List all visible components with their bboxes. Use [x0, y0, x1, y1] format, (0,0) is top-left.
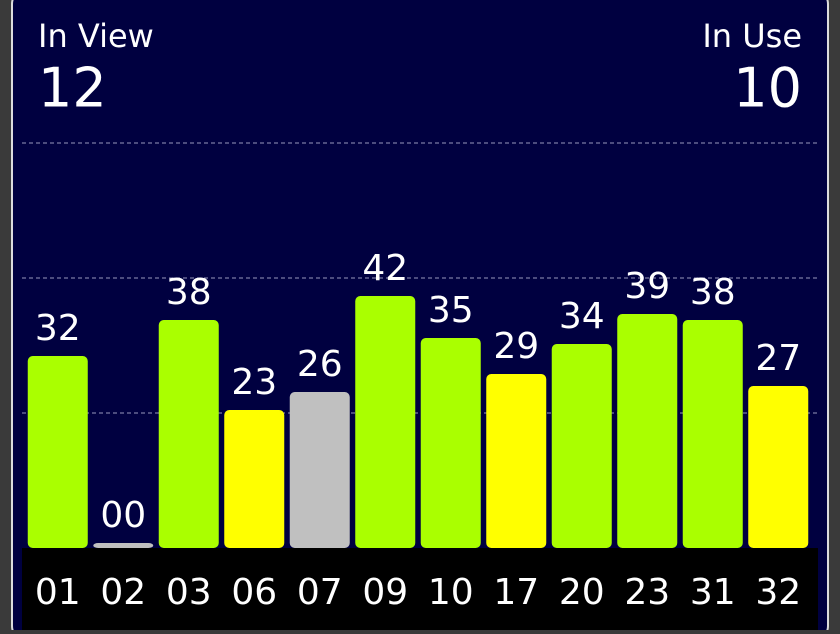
- bar: [158, 320, 219, 548]
- value-label: 35: [428, 290, 474, 331]
- value-label: 29: [493, 326, 539, 367]
- value-label: 26: [297, 344, 343, 385]
- x-tick-label: 32: [755, 572, 801, 613]
- bar: [355, 296, 416, 548]
- x-tick-label: 31: [690, 572, 736, 613]
- bar: [27, 356, 88, 548]
- bar: [93, 543, 154, 548]
- x-tick-label: 20: [559, 572, 605, 613]
- value-label: 39: [624, 266, 670, 307]
- value-label: 34: [559, 296, 605, 337]
- label-strip: [22, 548, 818, 630]
- bar: [420, 338, 481, 548]
- bar: [617, 314, 678, 548]
- x-tick-label: 17: [493, 572, 539, 613]
- x-tick-label: 01: [35, 572, 81, 613]
- value-label: 32: [35, 308, 81, 349]
- bar: [682, 320, 743, 548]
- x-tick-label: 06: [231, 572, 277, 613]
- in-view-label: In View: [38, 17, 154, 55]
- value-label: 00: [100, 495, 146, 536]
- x-tick-label: 09: [362, 572, 408, 613]
- value-label: 23: [231, 362, 277, 403]
- bar: [289, 392, 350, 548]
- in-use-label: In Use: [702, 17, 802, 55]
- bar: [224, 410, 285, 548]
- x-tick-label: 02: [100, 572, 146, 613]
- value-label: 42: [362, 248, 408, 289]
- bar: [551, 344, 612, 548]
- value-label: 27: [755, 338, 801, 379]
- value-label: 38: [690, 272, 736, 313]
- bar: [748, 386, 809, 548]
- in-use-count: 10: [733, 57, 802, 120]
- in-view-count: 12: [38, 57, 107, 120]
- x-tick-label: 03: [166, 572, 212, 613]
- bar: [486, 374, 547, 548]
- value-label: 38: [166, 272, 212, 313]
- x-tick-label: 10: [428, 572, 474, 613]
- x-tick-label: 23: [624, 572, 670, 613]
- x-tick-label: 07: [297, 572, 343, 613]
